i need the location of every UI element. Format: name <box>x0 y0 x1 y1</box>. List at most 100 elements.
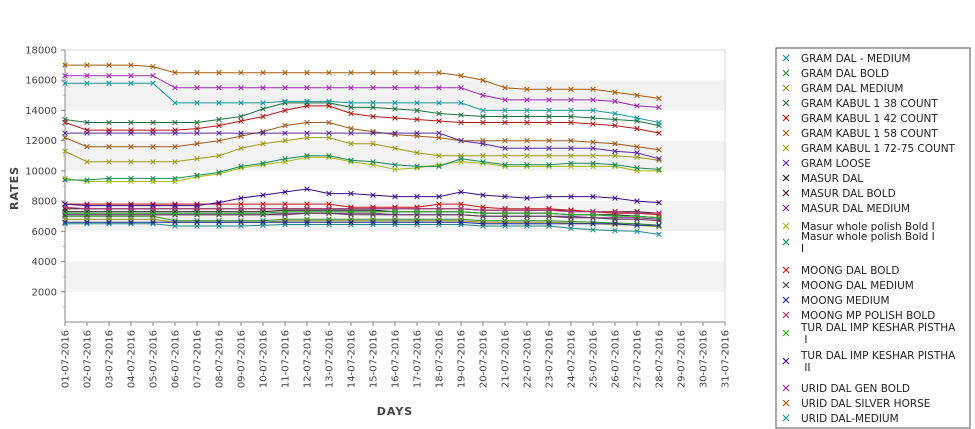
data-point <box>128 175 134 182</box>
data-point <box>216 116 222 123</box>
data-point <box>590 139 596 145</box>
series-line <box>65 64 660 99</box>
data-point <box>656 210 662 216</box>
series-19 <box>62 186 662 209</box>
x-tick-label: 09-07-2016 <box>237 330 248 388</box>
data-point <box>150 219 156 226</box>
data-point <box>436 118 442 124</box>
data-point <box>62 119 68 126</box>
data-point <box>458 156 464 162</box>
data-point <box>128 72 134 79</box>
data-point <box>282 98 288 105</box>
data-point <box>634 150 640 156</box>
data-point <box>612 221 618 228</box>
data-point <box>194 140 200 147</box>
data-point <box>370 192 376 198</box>
data-point <box>458 208 464 215</box>
legend-marker <box>782 296 790 304</box>
data-point <box>634 213 640 219</box>
data-point <box>414 100 420 106</box>
data-point <box>238 130 244 136</box>
series-4 <box>62 100 662 129</box>
series-line <box>65 215 660 226</box>
data-point <box>194 210 200 216</box>
x-tick-label: 29-07-2016 <box>677 330 688 388</box>
x-tick-label: 26-07-2016 <box>611 330 622 388</box>
data-point <box>524 97 530 103</box>
legend-entry: GRAM LOOSE <box>782 158 871 170</box>
data-point <box>304 85 310 91</box>
series-18 <box>62 208 662 221</box>
legend-label: GRAM KABUL 1 42 COUNT <box>801 113 938 125</box>
data-point <box>370 104 376 111</box>
data-point <box>282 85 288 91</box>
data-point <box>62 210 68 216</box>
data-point <box>216 205 222 212</box>
legend-entry: MOONG DAL BOLD <box>782 265 899 277</box>
x-tick-label: 04-07-2016 <box>127 330 138 388</box>
data-point <box>436 193 442 200</box>
legend-marker <box>782 357 790 365</box>
legend-marker <box>782 54 790 62</box>
data-point <box>392 166 398 173</box>
data-point <box>62 219 68 226</box>
series-line <box>64 105 660 134</box>
data-point <box>590 145 596 151</box>
data-point <box>458 189 464 195</box>
series-line <box>64 156 659 182</box>
x-tick-label: 11-07-2016 <box>281 330 292 388</box>
data-point <box>392 69 398 76</box>
data-point <box>128 202 134 209</box>
legend-entry: GRAM KABUL 1 58 COUNT <box>782 128 938 140</box>
data-point <box>326 201 332 207</box>
data-point <box>502 107 508 114</box>
grid-band <box>65 261 725 292</box>
series-21 <box>62 62 662 102</box>
data-point <box>84 72 90 79</box>
data-point <box>480 92 486 99</box>
data-point <box>590 86 596 93</box>
series-22 <box>62 80 662 126</box>
data-point <box>282 69 288 76</box>
series-7 <box>62 134 662 165</box>
data-point <box>502 153 508 159</box>
y-tick-label: 2000 <box>32 287 57 298</box>
data-point <box>546 162 552 168</box>
data-point <box>326 69 332 76</box>
data-point <box>414 116 420 123</box>
data-point <box>260 192 266 198</box>
x-tick-label: 23-07-2016 <box>545 330 556 388</box>
series-8 <box>62 130 662 162</box>
y-axis-title: RATES <box>8 166 21 210</box>
x-tick-label: 08-07-2016 <box>215 330 226 388</box>
data-point <box>150 143 156 150</box>
data-point <box>546 97 552 103</box>
data-point <box>612 162 618 168</box>
data-point <box>304 153 310 159</box>
data-point <box>216 153 222 159</box>
data-point <box>260 210 266 216</box>
data-point <box>238 69 244 76</box>
data-point <box>612 110 618 117</box>
legend-entry: MASUR DAL BOLD <box>782 188 896 200</box>
data-point <box>106 72 112 79</box>
data-point <box>348 157 354 164</box>
data-point <box>106 175 112 182</box>
data-point <box>546 113 552 120</box>
data-point <box>524 162 530 168</box>
data-point <box>524 153 530 159</box>
series-16 <box>62 219 662 229</box>
data-point <box>216 100 222 106</box>
legend-marker <box>782 414 790 422</box>
legend-label: URID DAL-MEDIUM <box>801 413 899 425</box>
data-point <box>84 80 90 86</box>
series-line <box>65 203 660 216</box>
data-point <box>524 145 530 151</box>
y-axis: 2000 4000 6000 8000 10000 12000 14000 16000 1800… <box>25 46 66 322</box>
legend-label: URID DAL GEN BOLD <box>801 383 910 395</box>
data-point <box>458 85 464 91</box>
data-point <box>634 143 640 150</box>
data-point <box>392 208 398 215</box>
data-point <box>590 221 596 227</box>
data-point <box>568 220 574 226</box>
